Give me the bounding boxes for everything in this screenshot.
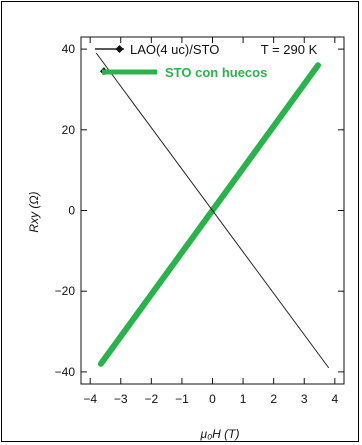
x-tick-label: 1: [240, 392, 247, 406]
y-tick-label: 40: [62, 42, 76, 56]
x-tick-label: −3: [114, 392, 128, 406]
y-tick-label: −40: [55, 365, 76, 379]
x-tick-label: −1: [175, 392, 189, 406]
series-line-sto-con-huecos: [97, 62, 322, 367]
x-tick-label: 4: [331, 392, 338, 406]
y-tick-label: 0: [68, 204, 75, 218]
x-tick-label: 2: [270, 392, 277, 406]
series-line-lao-sto: [95, 52, 330, 369]
legend: LAO(4 uc)/STO STO con huecos T = 290 K: [95, 42, 318, 80]
x-tick-label: 3: [301, 392, 308, 406]
y-axis-label: Rxy (Ω): [27, 191, 41, 232]
legend-label-lao: LAO(4 uc)/STO: [130, 42, 219, 57]
x-tick-label: −4: [83, 392, 97, 406]
y-tick-label: 20: [62, 123, 76, 137]
legend-marker-lao: [115, 45, 124, 53]
x-tick-label: −2: [144, 392, 158, 406]
y-tick-label: −20: [55, 284, 76, 298]
legend-label-sto: STO con huecos: [165, 65, 267, 80]
x-tick-label: 0: [209, 392, 216, 406]
x-axis-label: μ₀H (T): [200, 427, 240, 441]
temperature-annotation: T = 290 K: [261, 42, 318, 57]
